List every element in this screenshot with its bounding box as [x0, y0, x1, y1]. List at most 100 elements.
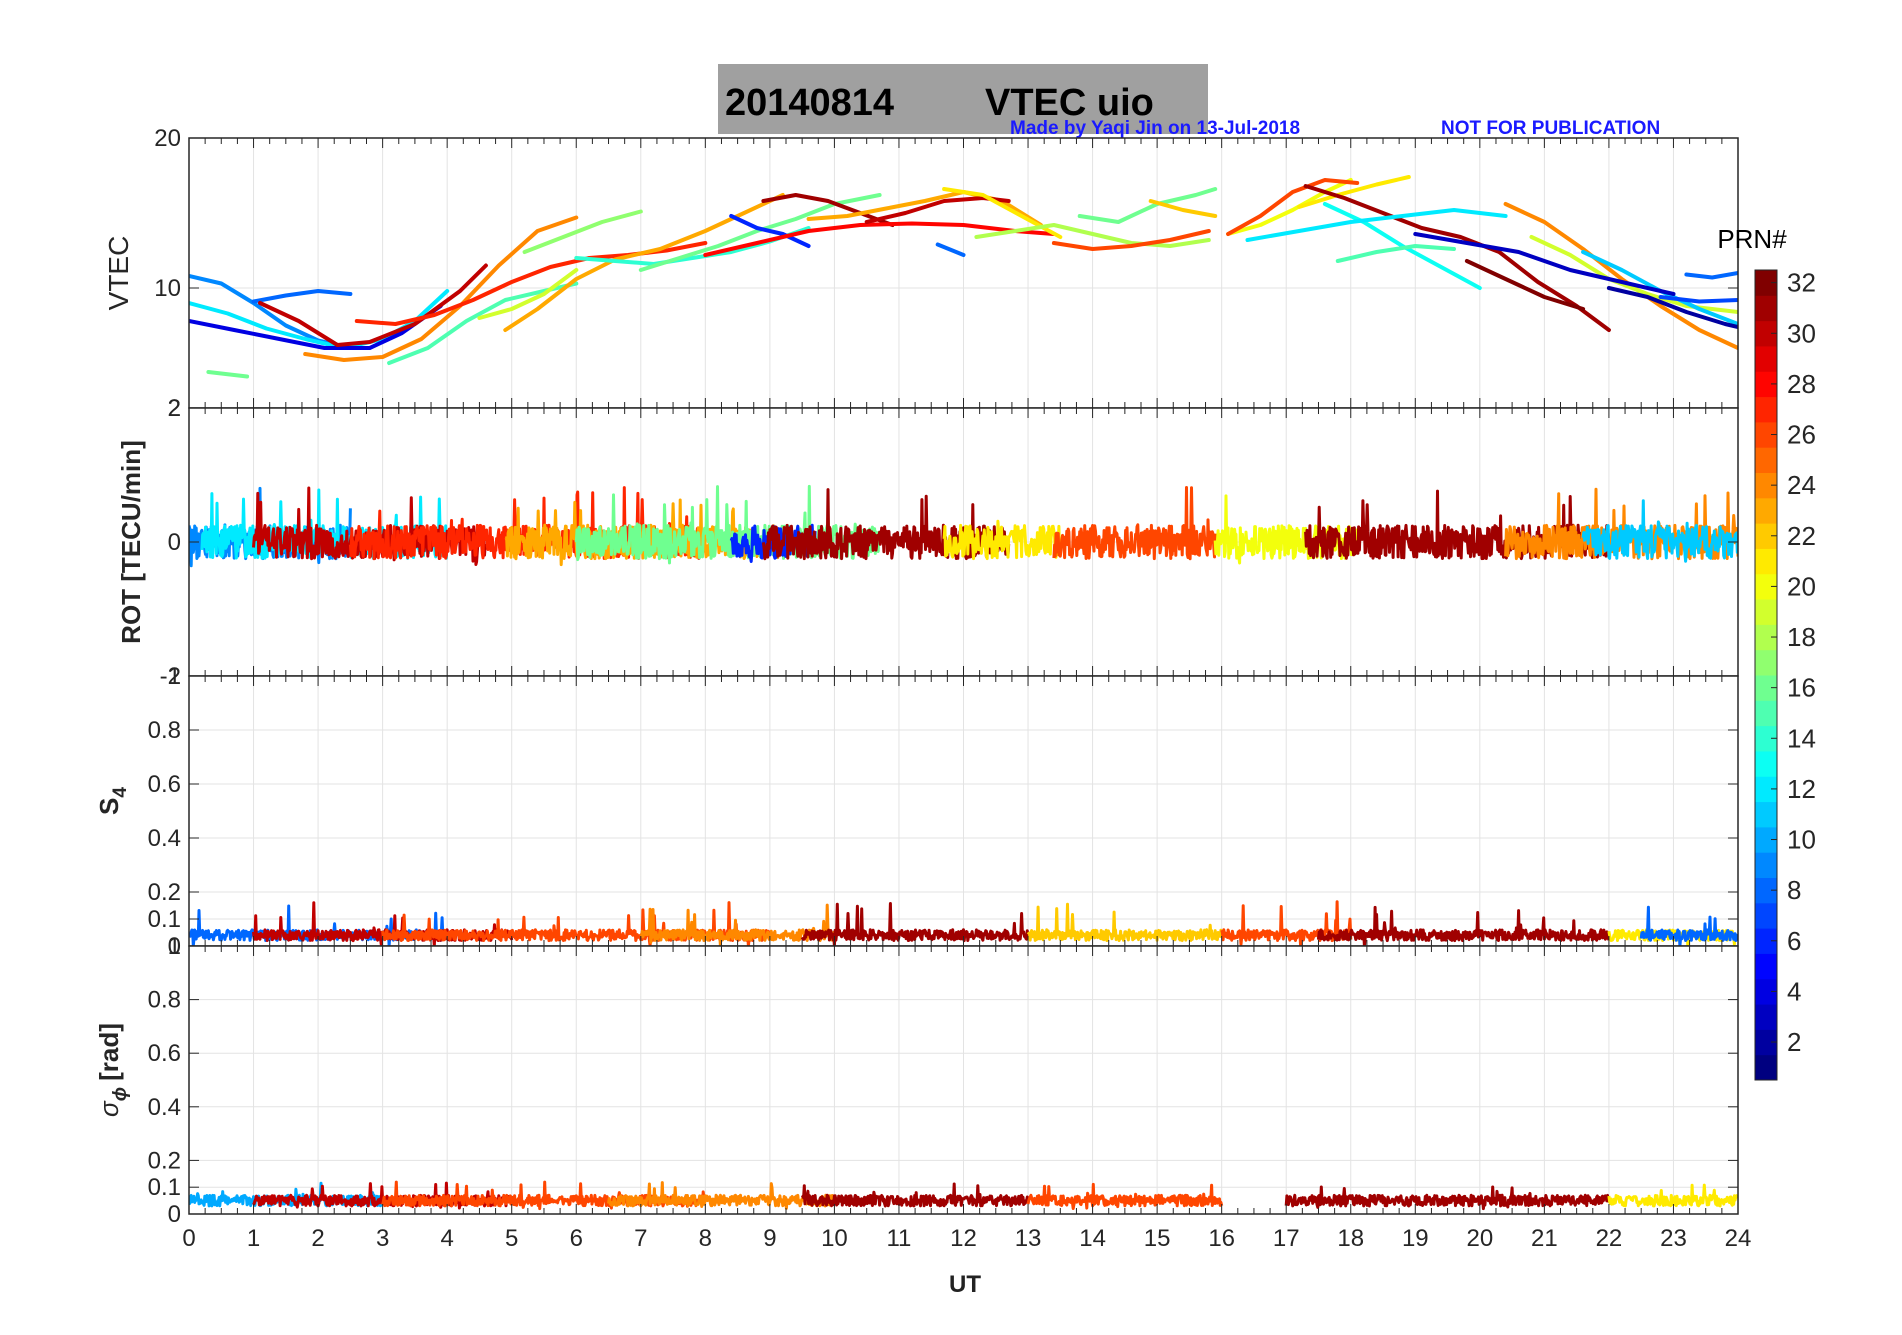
colorbar-swatch [1755, 624, 1777, 651]
vtec-series-prn-7 [1658, 295, 1738, 304]
data-layer [189, 900, 1738, 946]
x-tick-label: 15 [1144, 1225, 1171, 1252]
sigmaphi-series-prn-31 [1284, 1185, 1611, 1211]
x-tick-label: 21 [1531, 1225, 1558, 1252]
rot-series-prn-21 [942, 519, 1062, 561]
sigmaphi-series-prn-24 [607, 1181, 836, 1210]
colorbar-tick-label: 22 [1787, 521, 1816, 551]
x-tick-label: 10 [821, 1225, 848, 1252]
vtec-series-prn-19 [477, 268, 579, 320]
vtec-series-prn-31 [1303, 184, 1611, 332]
vtec-series-prn-23 [503, 193, 785, 332]
y-tick-label: 20 [154, 125, 181, 152]
colorbar-swatch [1755, 928, 1777, 954]
y-tick-label: 2 [168, 395, 181, 422]
y-tick-label: 2 [168, 395, 181, 422]
y-tick-label: 0 [168, 1201, 181, 1228]
colorbar-tick-label: 20 [1787, 571, 1816, 601]
colorbar-swatch [1755, 396, 1777, 423]
colorbar-tick-label: 14 [1787, 723, 1816, 753]
vtec-series-prn-4 [189, 304, 443, 350]
y-tick-label: 0.4 [148, 1094, 181, 1121]
credit-text: Made by Yaqi Jin on 13-Jul-2018 [1010, 118, 1300, 139]
vtec-series-prn-8 [935, 242, 966, 257]
x-tick-label: 14 [1079, 1225, 1106, 1252]
colorbar-tick-label: 26 [1787, 420, 1816, 450]
colorbar-swatch [1755, 523, 1777, 549]
colorbar-swatch [1755, 345, 1777, 372]
data-layer [189, 1180, 1738, 1211]
panel-s4: 1 0.8 0.6 0.4 0.20.10 S4 [94, 663, 1739, 960]
colorbar-swatch [1755, 320, 1777, 347]
y-tick-label: 1 [168, 663, 181, 690]
vtec-series-prn-32 [1464, 259, 1586, 311]
colorbar-title: PRN# [1717, 224, 1787, 254]
x-minor-ticks [188, 138, 1739, 408]
colorbar-swatch [1755, 295, 1777, 322]
vtec-series-prn-17 [522, 209, 643, 254]
y-tick-label: 0.4 [148, 825, 181, 852]
vtec-series-prn-22 [1148, 199, 1218, 218]
x-tick-label: 3 [376, 1225, 389, 1252]
x-minor-ticks [188, 946, 1739, 1214]
colorbar-swatch [1755, 421, 1777, 448]
x-tick-label: 1 [247, 1225, 260, 1252]
x-tick-labels: 0 1 2 3 4 5 6 7 8 9 10 11 12 13 14 15 16 17 18 19 20 21 22 23 24 [182, 1225, 1751, 1252]
colorbar-tick-label: 2 [1787, 1027, 1801, 1057]
colorbar-tick-label: 16 [1787, 673, 1816, 703]
colorbar-swatch [1755, 472, 1777, 499]
colorbar-swatch [1755, 1029, 1777, 1056]
colorbar-swatch [1755, 801, 1777, 828]
y-tick-label: 0.2 [148, 879, 181, 906]
colorbar-tick-label: 6 [1787, 926, 1801, 956]
vtec-series-prn-8 [1684, 271, 1738, 280]
colorbar-swatch [1755, 573, 1777, 600]
x-tick-label: 18 [1337, 1225, 1364, 1252]
colorbar-swatch [1755, 371, 1777, 398]
data-layer [189, 484, 1738, 568]
rot-series-prn-11 [1581, 499, 1738, 563]
x-tick-label: 0 [182, 1225, 195, 1252]
rot-series-prn-26 [1052, 486, 1217, 561]
s4-series-prn-8 [1639, 905, 1738, 946]
colorbar-swatch [1755, 675, 1777, 701]
colorbar-swatch [1755, 548, 1777, 575]
x-axis-label: UT [949, 1271, 981, 1298]
sigmaphi-series-prn-26 [1026, 1182, 1224, 1210]
colorbar-swatch [1755, 725, 1777, 752]
vtec-series-prn-15 [1335, 244, 1456, 263]
colorbar-tick-label: 4 [1787, 976, 1801, 1006]
y-tick-label: -2 [160, 663, 181, 690]
x-tick-label: 19 [1402, 1225, 1429, 1252]
y-tick-label: 10 [154, 275, 181, 302]
x-tick-label: 24 [1725, 1225, 1752, 1252]
s4-series-prn-31 [1317, 905, 1611, 946]
vtec-series-prn-3 [1413, 232, 1676, 296]
colorbar-tick-label: 28 [1787, 369, 1816, 399]
title-date: 20140814 [725, 82, 894, 124]
x-tick-label: 20 [1466, 1225, 1493, 1252]
x-tick-label: 17 [1273, 1225, 1300, 1252]
y-tick-label: 0.6 [148, 771, 181, 798]
y-tick-label: 0 [168, 529, 181, 556]
colorbar-swatch [1755, 978, 1777, 1005]
vtec-series-prn-20 [1226, 178, 1353, 236]
x-tick-label: 22 [1596, 1225, 1623, 1252]
colorbar-tick-label: 8 [1787, 875, 1801, 905]
s4-series-prn-31 [800, 902, 1030, 946]
y-tick-label: 0.8 [148, 987, 181, 1014]
colorbar-tick-label: 24 [1787, 470, 1816, 500]
vtec-series-prn-31 [761, 193, 895, 227]
panel-rot: 2 0 -2 ROT [TECU/min] [116, 395, 1739, 690]
colorbar-swatch [1755, 877, 1777, 904]
x-tick-label: 16 [1208, 1225, 1235, 1252]
x-tick-label: 8 [699, 1225, 712, 1252]
x-minor-ticks [188, 408, 1739, 676]
title-box [718, 64, 1208, 134]
vtec-series-prn-8 [251, 289, 353, 304]
y-tick-label: 0.2 [148, 1147, 181, 1174]
